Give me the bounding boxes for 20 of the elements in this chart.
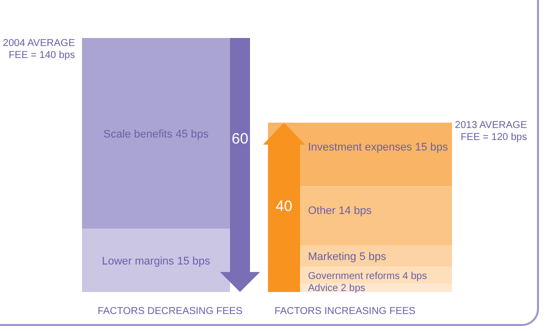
text: 2004 AVERAGE FEE = 140 bps — [2, 38, 76, 61]
data-label: 4 bps — [400, 271, 427, 282]
data-label: 2 bps — [338, 282, 366, 294]
text: 2013 AVERAGE FEE = 120 bps — [454, 120, 528, 143]
series-label: Government reforms — [308, 271, 400, 282]
total-label: 40 — [276, 198, 292, 215]
data-label: 14 bps — [336, 205, 372, 218]
series-label: Investment expenses — [308, 142, 412, 154]
data-label: 45 bps — [172, 128, 210, 140]
series-label: Marketing — [308, 251, 356, 264]
series-label: Other — [308, 205, 336, 218]
data-label: 15 bps — [412, 142, 449, 154]
x-tick-label: FACTORS DECREASING FEES — [98, 306, 243, 317]
series-label: Lower margins — [102, 255, 175, 268]
x-tick-label: FACTORS INCREASING FEES — [274, 306, 416, 317]
total-label: 60 — [232, 130, 248, 148]
data-label: 15 bps — [174, 255, 211, 268]
series-label: Advice — [308, 282, 338, 294]
data-label: 5 bps — [356, 251, 387, 264]
series-label: Scale benefits — [103, 128, 173, 140]
